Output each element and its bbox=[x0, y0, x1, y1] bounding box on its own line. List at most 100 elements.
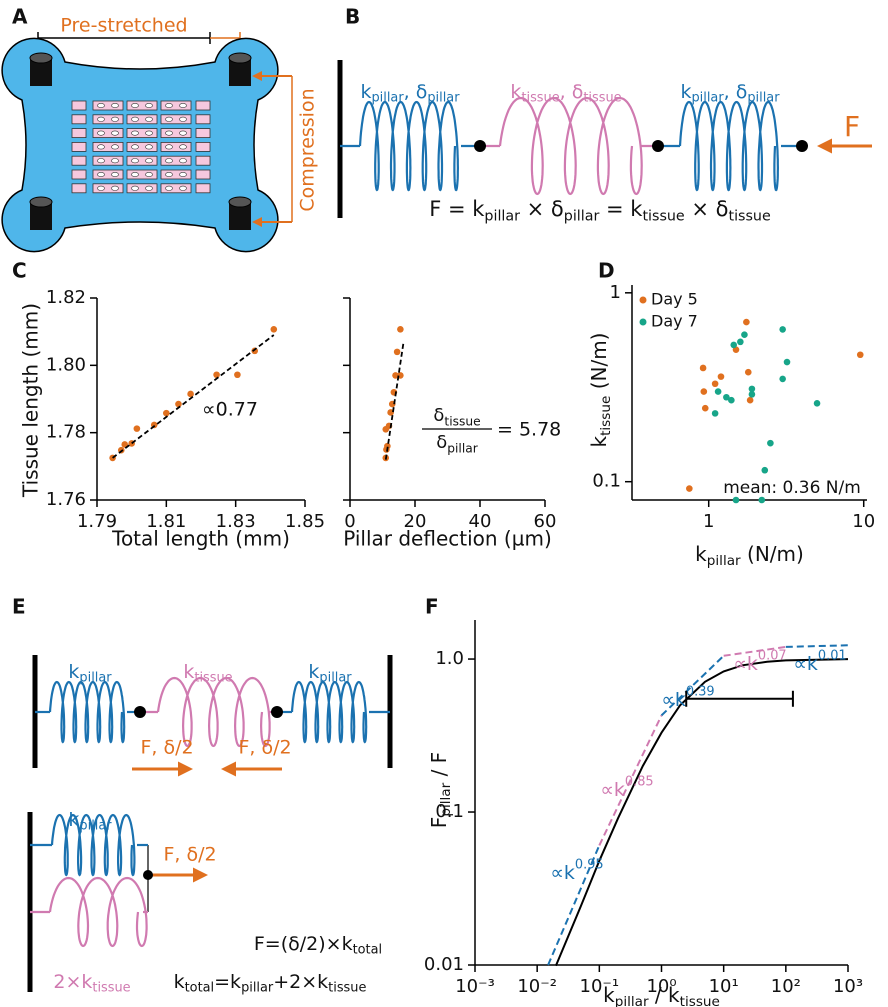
cell-dot bbox=[97, 172, 105, 178]
cell-dot bbox=[97, 130, 105, 136]
cell-dot bbox=[145, 116, 153, 122]
annotation-value: = 5.78 bbox=[497, 419, 561, 441]
fit-label-part: ∝k bbox=[793, 653, 818, 675]
x-tick-label: 10⁻¹ bbox=[580, 976, 620, 997]
cell-dot bbox=[131, 130, 139, 136]
cell-dot bbox=[165, 172, 173, 178]
data-point bbox=[711, 410, 719, 417]
data-point bbox=[700, 388, 708, 395]
data-point bbox=[187, 390, 194, 398]
x-tick-label: 10¹ bbox=[709, 976, 739, 997]
fit-label-part: 0.95 bbox=[575, 857, 604, 872]
cell-dot bbox=[179, 158, 187, 164]
data-point bbox=[723, 393, 730, 401]
annotation-numerator-part: δ bbox=[433, 405, 444, 426]
x-axis-label: kpillar / ktissue bbox=[603, 983, 720, 1007]
equation-part: pillar bbox=[241, 980, 274, 995]
tissue-cell bbox=[71, 141, 87, 152]
panel-label: F bbox=[425, 595, 439, 619]
cell-dot bbox=[111, 144, 119, 150]
cell-dot bbox=[131, 144, 139, 150]
spring-label: kpillar, δpillar bbox=[360, 81, 460, 106]
spring-label-part: pillar bbox=[319, 670, 352, 685]
cell-dot bbox=[145, 185, 153, 191]
fit-label: ∝k0.85 bbox=[600, 774, 653, 801]
data-point bbox=[748, 385, 756, 393]
spring bbox=[48, 876, 148, 948]
pillar bbox=[229, 202, 251, 230]
fit-label-part: 0.01 bbox=[818, 648, 847, 663]
data-point bbox=[133, 425, 141, 432]
tissue-cell bbox=[71, 128, 87, 139]
tissue-cell bbox=[92, 114, 124, 125]
tissue-cell bbox=[71, 169, 87, 180]
cell-dot bbox=[179, 130, 187, 136]
spring-label-part: k bbox=[510, 81, 521, 103]
spring-label-part: pillar bbox=[691, 90, 724, 105]
data-point bbox=[392, 372, 399, 379]
x-tick-label: 10⁻³ bbox=[455, 976, 495, 997]
x-tick-label: 10³ bbox=[833, 976, 863, 997]
y-tick-label: 1 bbox=[610, 282, 621, 303]
tissue-grid bbox=[71, 100, 211, 194]
spring-label: ktissue, δtissue bbox=[510, 81, 621, 106]
cell-dot bbox=[145, 172, 153, 178]
cell-dot bbox=[131, 103, 139, 109]
cell-dot bbox=[111, 185, 119, 191]
x-axis-label-part: k bbox=[603, 983, 615, 1007]
fit-label: ∝k0.01 bbox=[793, 648, 846, 675]
spring bbox=[156, 676, 271, 748]
spring-label-part: pillar bbox=[747, 90, 780, 105]
x-tick-label: 10⁰ bbox=[646, 976, 676, 997]
node bbox=[271, 706, 283, 718]
spring-label-part: pillar bbox=[79, 818, 112, 833]
x-axis-label: Pillar deflection (µm) bbox=[343, 527, 552, 551]
spring-label-part: 2×k bbox=[53, 971, 92, 993]
tissue-cell bbox=[126, 169, 158, 180]
x-axis-label-part: pillar bbox=[615, 994, 649, 1007]
spring-label-part: k bbox=[308, 661, 319, 683]
data-point bbox=[701, 404, 709, 412]
x-tick-label: 1.85 bbox=[285, 511, 325, 532]
data-point bbox=[779, 375, 786, 383]
data-point bbox=[743, 318, 750, 326]
fit-line bbox=[112, 334, 275, 459]
annotation-numerator-part: tissue bbox=[444, 414, 480, 428]
power-law-fit bbox=[598, 714, 663, 846]
tissue-cell bbox=[160, 141, 192, 152]
equation-part: pillar bbox=[484, 208, 520, 224]
cell-dot bbox=[97, 185, 105, 191]
cell-dot bbox=[97, 158, 105, 164]
power-law-fit bbox=[660, 655, 725, 717]
fit-label: ∝k0.39 bbox=[661, 684, 714, 711]
spring-label-part: k bbox=[360, 81, 371, 103]
cell-dot bbox=[111, 116, 119, 122]
data-point bbox=[714, 388, 722, 395]
fit-label-part: 0.39 bbox=[686, 684, 715, 699]
cell-dot bbox=[179, 172, 187, 178]
tissue-cell bbox=[92, 128, 124, 139]
fit-line bbox=[384, 341, 405, 460]
power-law-fit bbox=[785, 644, 849, 648]
cell-dot bbox=[165, 144, 173, 150]
tissue-cell bbox=[126, 183, 158, 194]
spring bbox=[498, 96, 643, 196]
data-point bbox=[384, 442, 391, 450]
data-point bbox=[737, 338, 744, 346]
y-axis-label: ktissue (N/m) bbox=[587, 332, 615, 447]
y-tick-label: 1.0 bbox=[435, 648, 464, 669]
data-point bbox=[270, 326, 278, 333]
equation-part: +2×k bbox=[273, 971, 328, 993]
data-point bbox=[175, 400, 182, 408]
equation-part: pillar bbox=[564, 208, 600, 224]
equation-part: tissue bbox=[729, 208, 771, 224]
node bbox=[143, 870, 153, 880]
equation-part: F = k bbox=[429, 197, 485, 221]
data-point bbox=[699, 364, 707, 372]
tissue-cell bbox=[71, 183, 87, 194]
fit-label-part: 0.85 bbox=[625, 774, 654, 789]
fit-label-part: 0.07 bbox=[758, 648, 787, 663]
y-axis-label-part: k bbox=[587, 436, 611, 448]
annotation-denominator-part: pillar bbox=[447, 441, 478, 455]
